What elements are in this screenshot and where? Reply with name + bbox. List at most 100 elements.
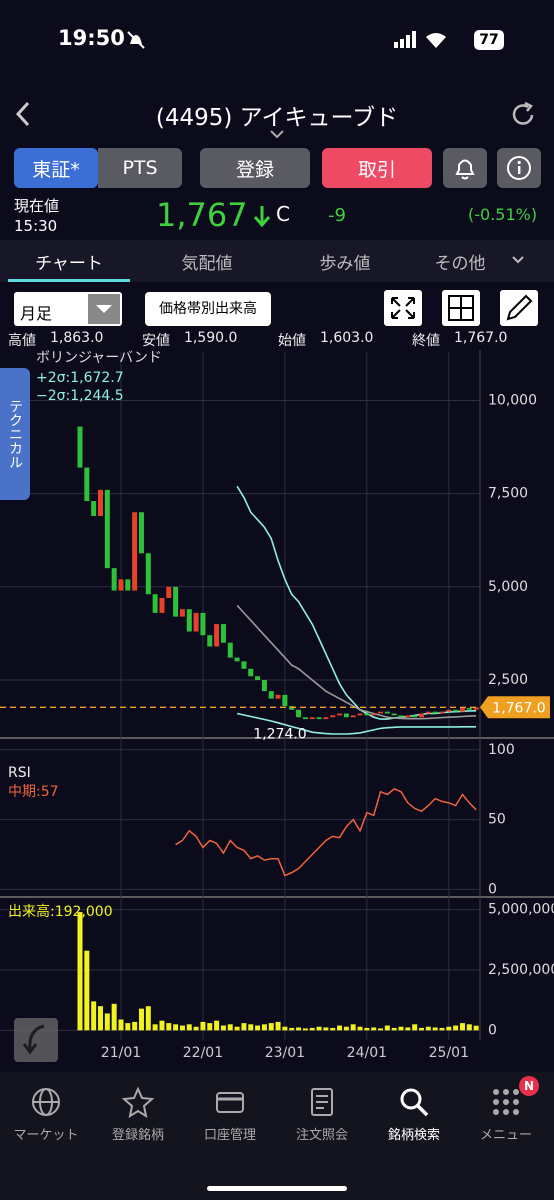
volume-bar [255,1025,261,1031]
candle [330,715,336,718]
volume-bar [309,1027,315,1031]
candle [111,568,117,591]
volume-bar [446,1026,452,1031]
volume-bar [138,1008,144,1031]
volume-bar [179,1025,185,1031]
volume-bar [268,1023,274,1031]
period-text: 月足 [20,304,53,323]
candle [91,501,97,516]
nav-label: 登録銘柄 [111,1128,164,1143]
x-tick-label: 24/01 [347,1045,387,1061]
candle [296,709,302,718]
trade-button[interactable]: 取引 [322,148,432,188]
period-dropdown[interactable] [88,294,120,324]
register-button[interactable]: 登録 [200,148,310,188]
quote-time: 15:30 [14,217,58,235]
candle [207,635,213,647]
alert-button[interactable] [443,148,487,188]
candle [275,694,281,699]
volume-bar [337,1025,343,1031]
nav-item[interactable]: 銘柄検索 [368,1082,460,1162]
nav-label: 注文照会 [295,1128,348,1143]
band-line [236,485,477,720]
candle [453,709,459,712]
candle [282,694,288,707]
ohlc-value: 1,863.0 [50,330,104,346]
chart-title: RSI [8,765,31,781]
volume-bar [91,1001,97,1031]
volume-bar [412,1024,418,1031]
candle [371,713,377,716]
fullscreen-button[interactable] [384,290,422,326]
tab[interactable]: 気配値 [181,253,233,274]
legend-entry: +2σ:1,672.7 [36,370,124,386]
candle [193,612,199,632]
candle [234,657,240,662]
change-pct: (-0.51%) [468,205,538,224]
candle [77,426,83,468]
candle [84,467,90,502]
y-tick-label: 100 [488,742,515,758]
volume-bar [473,1025,479,1031]
volume-bar [459,1023,465,1031]
ohlc-label: 始値 [278,333,306,349]
candle [391,713,397,716]
candle [159,597,165,613]
market-button[interactable]: 東証* [14,148,98,188]
info-button[interactable] [497,148,541,188]
nav-item[interactable]: 注文照会 [276,1082,368,1162]
stock-title[interactable]: (4495) アイキューブド [155,105,399,131]
nav-item[interactable]: マーケット [0,1082,92,1162]
ohlc-value: 1,590.0 [184,330,238,346]
tab[interactable]: 歩み値 [319,253,371,274]
volume-bar [173,1024,179,1031]
candle [125,579,131,591]
volume-bar [330,1027,336,1031]
nav-item[interactable]: 口座管理 [184,1082,276,1162]
volume-bar [275,1021,281,1031]
nav-item[interactable]: 登録銘柄 [92,1082,184,1162]
nav-label: 口座管理 [203,1128,256,1143]
candle [384,711,390,714]
candle [220,624,226,643]
volume-bar [419,1027,424,1031]
y-tick-label: 0 [488,881,497,897]
candle [241,661,247,669]
tab[interactable]: その他 [434,253,486,274]
draw-button[interactable] [500,290,538,326]
candle [152,594,158,613]
volume-profile-button[interactable]: 価格帯別出来高 [145,292,271,326]
volume-bar [241,1023,247,1031]
ohlc-value: 1,767.0 [454,330,508,346]
candle [323,717,329,720]
layout-button[interactable] [442,290,480,326]
status-time: 19:50 [58,26,125,50]
volume-bar [152,1024,158,1031]
refresh-button[interactable] [508,100,538,130]
volume-bar [378,1028,384,1031]
candle [446,709,452,712]
quote-label: 現在値 [14,197,60,215]
candle [357,713,363,716]
technical-tab[interactable]: テクニカル [0,368,30,500]
back-button[interactable] [12,100,36,128]
y-tick-label: 0 [488,1022,497,1038]
volume-bar [316,1026,322,1031]
tool-button[interactable] [14,1018,58,1062]
candle [337,713,343,716]
candle [248,668,254,677]
candle [97,489,103,516]
volume-bar [432,1027,438,1031]
volume-bar [159,1020,165,1031]
tab[interactable]: チャート [35,253,103,274]
candle [398,715,404,718]
volume-bar [289,1027,295,1031]
title-chevron [270,130,284,139]
volume-bar [132,1021,138,1031]
volume-bar [398,1026,404,1031]
candle [166,586,172,598]
nav-item[interactable]: メニュー [460,1082,552,1162]
pts-button[interactable]: PTS [98,148,182,188]
volume-bar [97,1006,103,1031]
volume-bar [186,1024,192,1031]
